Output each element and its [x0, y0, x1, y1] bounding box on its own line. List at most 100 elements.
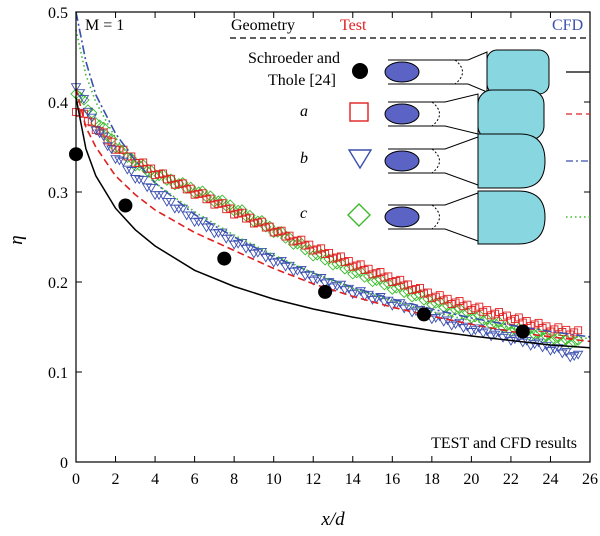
x-tick-label: 20 [463, 471, 479, 488]
test-marker-a [372, 269, 381, 278]
test-marker-a [222, 205, 231, 214]
test-marker-a [487, 311, 496, 320]
x-tick-label: 16 [384, 471, 400, 488]
reference-data [69, 97, 591, 349]
x-tick-label: 6 [191, 471, 199, 488]
y-tick-label: 0.1 [48, 365, 68, 382]
test-marker-a [194, 190, 203, 198]
test-marker-a [285, 231, 294, 240]
test-marker-c [319, 254, 331, 266]
test-marker-a [202, 195, 211, 204]
cfd-curve-a [75, 88, 591, 343]
x-tick-label: 14 [345, 471, 361, 488]
test-marker-b [335, 280, 347, 290]
test-marker-a [550, 325, 559, 334]
test-marker-a [135, 158, 144, 167]
results-annotation: TEST and CFD results [431, 435, 577, 452]
test-marker-a [155, 170, 163, 179]
test-marker-a [510, 315, 519, 324]
test-marker-a [479, 307, 488, 316]
test-marker-a [329, 254, 337, 263]
test-marker-a [325, 248, 333, 257]
test-marker-b [137, 176, 149, 185]
test-marker-a [230, 210, 239, 219]
test-marker-a [396, 275, 405, 284]
y-tick-label: 0.4 [48, 95, 68, 112]
test-marker-a [352, 261, 361, 270]
test-marker-b [141, 183, 153, 193]
test-marker-a [451, 298, 460, 307]
y-tick-label: 0 [60, 455, 68, 472]
test-marker-a [558, 328, 567, 336]
legend-label-a: a [300, 103, 308, 120]
test-marker-a [376, 268, 385, 276]
test-series-a [72, 107, 583, 339]
test-marker-a [333, 253, 341, 262]
test-marker-b [497, 333, 509, 343]
test-marker-b [118, 157, 129, 167]
test-marker-b [553, 344, 564, 354]
test-marker-b [493, 328, 505, 338]
test-marker-c [473, 309, 485, 321]
test-marker-a [277, 226, 286, 235]
test-marker-a [495, 308, 504, 317]
test-marker-a [289, 237, 298, 246]
legend-geometry-schroeder [384, 49, 550, 95]
legend-label-schroeder-line1: Schroeder and [248, 50, 340, 67]
test-marker-a [435, 291, 444, 300]
test-marker-b [94, 129, 106, 139]
test-marker-b [114, 156, 125, 166]
legend: Geometry Test CFD Schroeder and Thole [2… [230, 17, 590, 245]
legend-geometry-a [384, 89, 545, 141]
test-marker-c [453, 302, 466, 315]
test-marker-c [378, 279, 391, 291]
test-marker-a [246, 213, 254, 222]
x-tick-label: 18 [424, 471, 440, 488]
test-marker-a [400, 281, 409, 290]
test-marker-a [538, 324, 547, 332]
test-marker-b [130, 175, 141, 184]
test-marker-a [459, 302, 468, 311]
test-marker-b [90, 126, 102, 136]
legend-label-schroeder-line2: Thole [24] [268, 72, 336, 89]
test-marker-a [182, 185, 191, 194]
test-marker-a [253, 218, 262, 227]
test-marker-a [574, 326, 583, 335]
test-marker-a [455, 297, 464, 305]
test-marker-a [447, 300, 456, 308]
test-marker-b [122, 165, 133, 175]
test-marker-a [423, 288, 432, 297]
test-marker-a [344, 257, 353, 265]
test-marker-a [79, 109, 88, 118]
test-marker-a [491, 309, 500, 318]
legend-marker-diamond [347, 203, 371, 227]
test-marker-a [107, 137, 116, 146]
y-axis-title: η [6, 235, 27, 244]
test-marker-a [170, 180, 179, 189]
test-marker-a [475, 302, 484, 311]
test-marker-a [522, 317, 531, 325]
cfd-curve-b [75, 11, 591, 338]
test-marker-b [133, 175, 145, 185]
test-marker-c [556, 336, 568, 348]
legend-header-geometry: Geometry [231, 17, 295, 34]
test-marker-a [416, 283, 424, 292]
test-marker-a [297, 235, 306, 244]
x-tick-label: 22 [503, 471, 519, 488]
x-axis-title: x/d [320, 509, 345, 530]
test-marker-a [281, 232, 290, 241]
test-marker-a [186, 184, 195, 193]
test-marker-c [358, 271, 371, 283]
y-tick-label: 0.3 [48, 185, 68, 202]
reference-data-point [416, 307, 431, 322]
test-marker-a [503, 311, 511, 320]
test-marker-b [86, 113, 98, 123]
y-tick-labels: 0 0.1 0.2 0.3 0.4 0.5 [48, 5, 68, 472]
plot-frame [75, 11, 591, 463]
test-marker-a [388, 278, 397, 286]
test-marker-c [232, 204, 244, 216]
test-marker-a [340, 258, 349, 267]
test-marker-a [151, 170, 160, 179]
test-series-b [70, 83, 584, 363]
